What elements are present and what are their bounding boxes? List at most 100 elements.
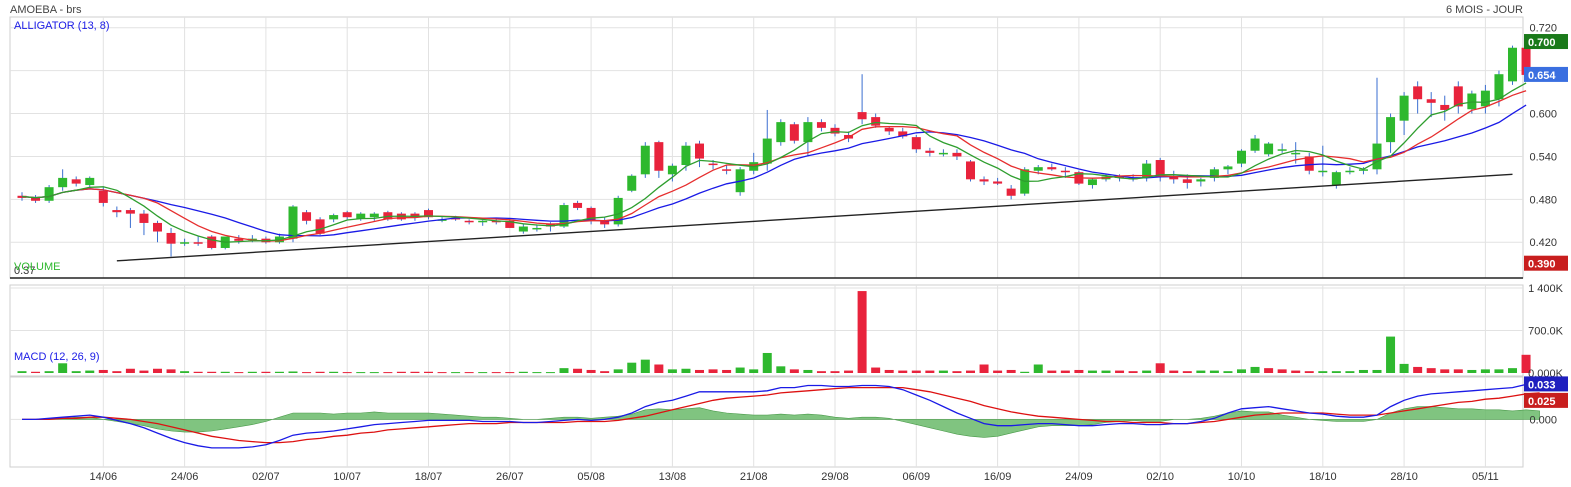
candle [1372,143,1382,170]
period-label: 6 MOIS - JOUR [1446,4,1523,16]
volume-bar [383,372,393,374]
volume-bar [1358,369,1368,373]
volume-bar [166,369,176,373]
volume-bar [1318,371,1328,373]
candle [234,238,244,241]
volume-bar [1020,371,1030,373]
candle [681,145,691,166]
candle [180,242,190,244]
candle [1223,166,1233,170]
candle [979,179,989,182]
volume-bar [1386,336,1396,373]
candle [857,112,867,120]
candle [153,222,162,232]
x-tick-label: 05/08 [577,471,605,483]
volume-bar [884,369,894,373]
volume-bar [586,369,596,373]
candle [654,142,664,171]
volume-bar [898,370,908,373]
volume-bar [451,372,461,374]
volume-bar [288,371,298,373]
candle [478,220,488,223]
volume-bar [871,367,881,373]
jaw-value-tag: 0.654 [1528,70,1556,82]
x-tick-label: 05/11 [1472,471,1499,483]
candle [315,219,325,234]
price-panel: 0.37 [10,42,1531,279]
candle [1494,74,1504,100]
volume-bar [315,371,325,373]
volume-bar [1494,369,1504,373]
volume-bar [1480,369,1490,373]
volume-bar [613,369,623,373]
volume-bar [911,370,921,373]
volume-bar [789,369,799,373]
volume-bar [424,371,433,373]
volume-bar [247,371,257,373]
baseline-label: 0.37 [14,265,35,277]
candle [451,217,461,220]
candle [559,205,569,227]
macd-tick-label: 0.000 [1529,414,1557,426]
candle [667,165,677,175]
volume-bar [600,371,610,373]
volume-bar [1060,370,1070,373]
volume-bar [58,363,68,373]
candle [1169,176,1179,180]
candle [1345,170,1355,173]
candle [762,138,772,164]
volume-bar [966,370,975,373]
volume-bar [44,371,54,373]
axes: 14/06 24/06 02/07 10/07 18/07 26/07 05/08 13/08… [90,23,1568,483]
candle [1115,176,1125,178]
signal-value-tag: 0.025 [1528,396,1556,408]
volume-bar [356,372,366,374]
support-value-tag: 0.390 [1528,259,1556,271]
lips-line [21,82,1527,243]
volume-bar [274,371,284,373]
volume-bar [1006,369,1016,373]
macd-value-tag: 0.033 [1528,379,1556,391]
candle [600,220,610,225]
volume-bar [559,368,569,373]
candle [776,122,786,143]
price-tick-label: 0.420 [1529,237,1557,249]
volume-bar [735,367,745,373]
volume-bar [234,372,244,374]
jaw-line [21,104,1527,237]
candle [816,122,826,128]
candle [1060,170,1070,173]
price-panel-title: ALLIGATOR (13, 8) [14,20,110,32]
candle [789,124,799,141]
candle [830,127,840,134]
volume-bar [938,370,948,373]
volume-panel [17,291,1531,374]
volume-bar [193,371,203,373]
volume-bar [532,372,542,374]
candle [288,206,298,239]
candle [1413,86,1423,100]
x-tick-label: 26/07 [496,471,524,483]
candle [139,213,149,223]
candle [911,137,921,150]
volume-bar [1304,371,1314,373]
volume-bar [1196,370,1206,373]
candle [125,210,135,214]
candle [1358,169,1368,171]
candle [1196,179,1206,182]
candle [1331,172,1341,186]
volume-bar [979,364,989,373]
candle [803,122,813,143]
candle [1250,138,1260,151]
candle [1440,104,1450,110]
volume-bar [1250,366,1260,373]
volume-tick-label: 700.0K [1528,326,1564,338]
volume-bar [1264,368,1274,373]
volume-bar [1128,371,1138,373]
volume-bar [749,369,759,373]
candle [627,175,637,191]
candle [1006,188,1016,196]
volume-bar [112,371,122,373]
volume-bar [1413,366,1423,373]
